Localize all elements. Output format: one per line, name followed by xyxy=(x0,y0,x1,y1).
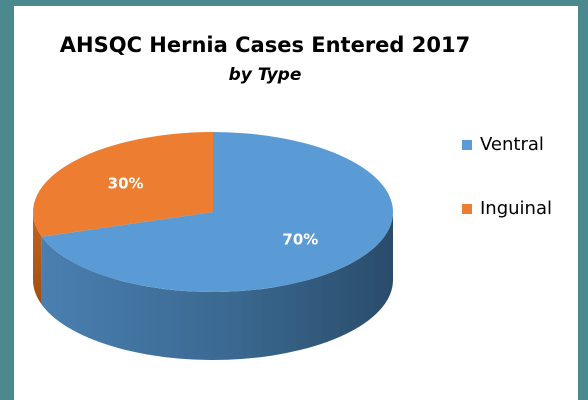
pie-slice xyxy=(41,132,394,292)
chart-subtitle: by Type xyxy=(229,65,302,85)
legend-swatch xyxy=(462,140,472,150)
legend-label: Ventral xyxy=(480,134,544,155)
legend-swatch xyxy=(462,204,472,214)
chart-title: AHSQC Hernia Cases Entered 2017 xyxy=(60,33,470,57)
pie-side xyxy=(33,212,42,305)
pie-slice xyxy=(32,132,213,237)
legend-label: Inguinal xyxy=(480,198,552,219)
data-label: 70% xyxy=(282,231,318,249)
pie-side xyxy=(41,212,394,361)
data-label: 30% xyxy=(108,174,144,192)
